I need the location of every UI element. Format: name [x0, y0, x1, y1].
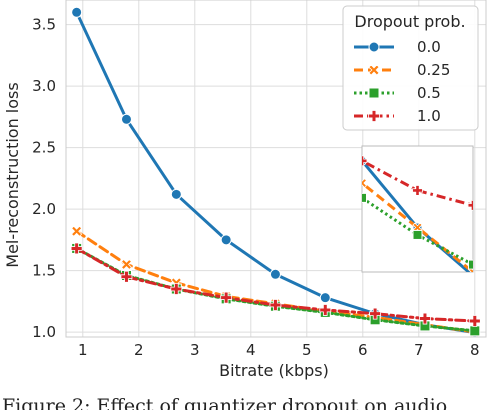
point-1-0-0: [70, 242, 83, 255]
legend: Dropout prob. 0.0 0.25 0.5 1.0: [342, 5, 479, 131]
inset-series-1-0: [362, 155, 473, 211]
legend-marker-1-0: [368, 110, 380, 122]
legend-label-0-0: 0.0: [417, 38, 441, 56]
point-0-0-3: [220, 234, 232, 246]
legend-label-0-5: 0.5: [417, 84, 441, 102]
legend-label-0-25: 0.25: [417, 61, 450, 79]
y-axis-label: Mel-reconstruction loss: [3, 82, 22, 267]
figure-caption: Figure 2: Effect of quantizer dropout on…: [2, 395, 448, 410]
zoom-inset: [361, 145, 474, 273]
legend-title: Dropout prob.: [354, 12, 465, 31]
inset-point-1-0-6: [362, 155, 368, 167]
y-tick-label-3-5: 3.5: [32, 16, 56, 34]
inset-point-1-0-7: [412, 185, 423, 196]
point-0-0-0: [71, 6, 83, 18]
point-1-0-3: [220, 291, 233, 304]
legend-marker-0-0: [368, 41, 380, 53]
line-chart: 1 2 3 4 5 6 7 8 1.0 1.5 2.0 2.5 3.0 3.5 Bitrate (kbp…: [3, 0, 487, 380]
legend-marker-0-5: [368, 87, 380, 99]
point-1-0-2: [170, 283, 183, 295]
series-layer: [70, 6, 481, 339]
x-tick-label-3: 3: [190, 341, 200, 359]
inset-line-0-25: [362, 181, 473, 272]
x-tick-label-2: 2: [134, 341, 144, 359]
legend-item-0-0: 0.0: [354, 38, 441, 56]
y-tick-label-3-0: 3.0: [32, 77, 56, 95]
series-1-0: [70, 242, 481, 327]
x-tick-label-7: 7: [414, 341, 424, 359]
inset-line-0-5: [362, 195, 473, 266]
y-tick-label-1-0: 1.0: [32, 323, 56, 341]
inset-point-0-5-7: [412, 229, 423, 240]
point-0-0-1: [120, 113, 132, 125]
x-tick-labels: 1 2 3 4 5 6 7 8: [78, 341, 480, 359]
point-0-5-8: [469, 325, 481, 337]
x-axis-label: Bitrate (kbps): [219, 361, 329, 380]
x-tick-label-1: 1: [78, 341, 88, 359]
inset-series-0-5: [362, 192, 473, 270]
y-tick-label-2-5: 2.5: [32, 139, 56, 157]
point-1-0-1: [120, 270, 133, 283]
point-0-0-2: [170, 188, 182, 200]
legend-marker-0-25: [368, 64, 380, 76]
inset-point-1-0-8: [467, 199, 473, 211]
legend-label-1-0: 1.0: [417, 107, 441, 125]
inset-line-0-0: [362, 157, 472, 272]
y-tick-labels: 1.0 1.5 2.0 2.5 3.0 3.5: [32, 16, 56, 341]
point-1-0-4: [269, 299, 282, 311]
legend-box: [342, 5, 479, 131]
inset-point-0-25-6: [362, 177, 368, 189]
point-1-0-7: [419, 312, 431, 325]
point-0-0-4: [269, 268, 281, 280]
legend-item-0-25: 0.25: [354, 61, 450, 79]
point-0-25-0: [71, 225, 83, 237]
point-0-25-1: [120, 258, 133, 270]
inset-point-0-5-6: [362, 192, 367, 203]
point-0-0-5: [319, 292, 331, 304]
point-1-0-6: [369, 307, 382, 320]
x-tick-label-8: 8: [470, 341, 480, 359]
y-tick-label-1-5: 1.5: [32, 262, 56, 280]
point-1-0-8: [468, 315, 481, 327]
inset-frame: [361, 145, 474, 273]
point-1-0-5: [319, 304, 332, 316]
x-tick-label-5: 5: [302, 341, 312, 359]
y-tick-label-2-0: 2.0: [32, 200, 56, 218]
legend-item-1-0: 1.0: [354, 107, 441, 125]
x-tick-label-6: 6: [358, 341, 368, 359]
inset-point-0-5-8: [468, 259, 473, 270]
x-tick-label-4: 4: [246, 341, 256, 359]
legend-item-0-5: 0.5: [354, 84, 441, 102]
plot-frame: [65, 0, 487, 338]
